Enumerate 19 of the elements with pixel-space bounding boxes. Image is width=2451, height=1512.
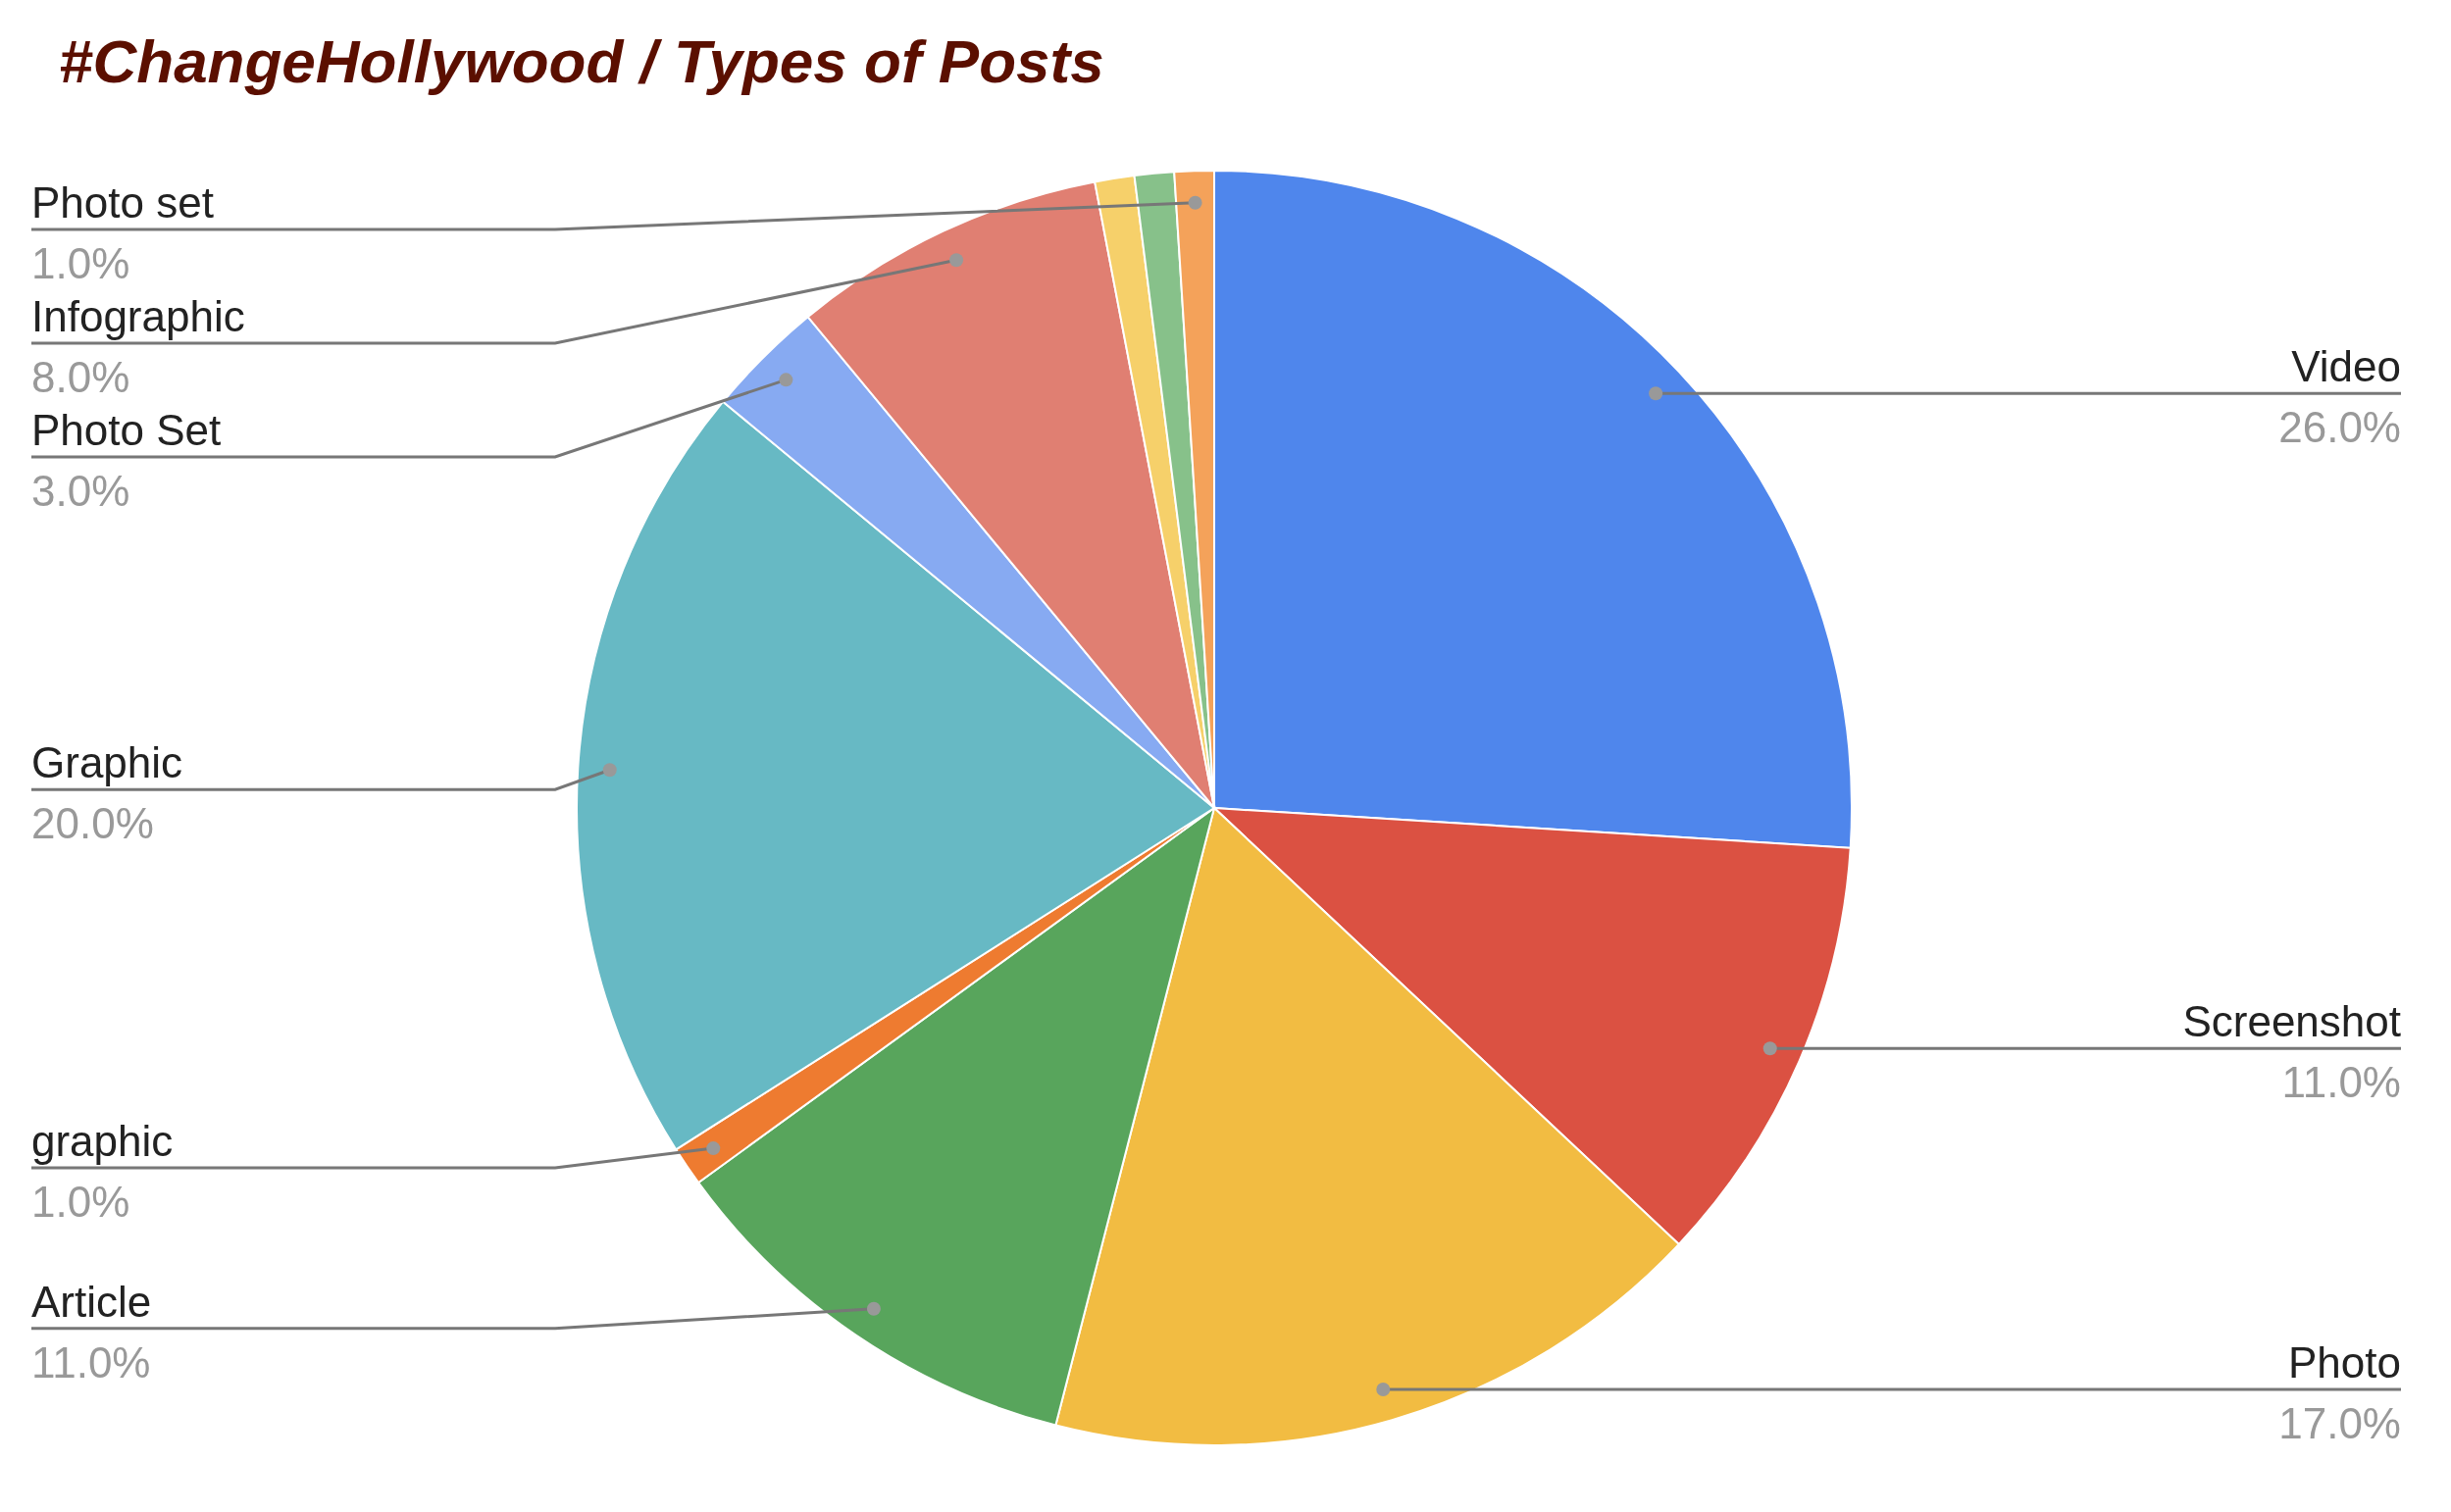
chart-title: #ChangeHollywood / Types of Posts — [59, 27, 1104, 95]
data-label: 26.0% — [2278, 403, 2401, 452]
slice-label: Photo set — [31, 178, 214, 227]
data-label: 11.0% — [2281, 1058, 2401, 1107]
slice-label: Article — [31, 1277, 152, 1326]
slice-label: Infographic — [31, 292, 245, 340]
data-label: 8.0% — [31, 353, 130, 401]
data-label: 3.0% — [31, 467, 130, 515]
data-label: 1.0% — [31, 1178, 130, 1227]
slice-label: Video — [2291, 342, 2401, 391]
data-label: 17.0% — [2278, 1398, 2401, 1447]
slice-label: graphic — [31, 1117, 174, 1166]
slice-label: Photo — [2288, 1337, 2401, 1386]
data-label: 1.0% — [31, 239, 130, 287]
slice-label: Photo Set — [31, 406, 222, 454]
data-label: 20.0% — [31, 799, 154, 848]
slice-label: Graphic — [31, 738, 183, 787]
data-label: 11.0% — [31, 1337, 151, 1386]
slice-label: Screenshot — [2182, 997, 2401, 1046]
